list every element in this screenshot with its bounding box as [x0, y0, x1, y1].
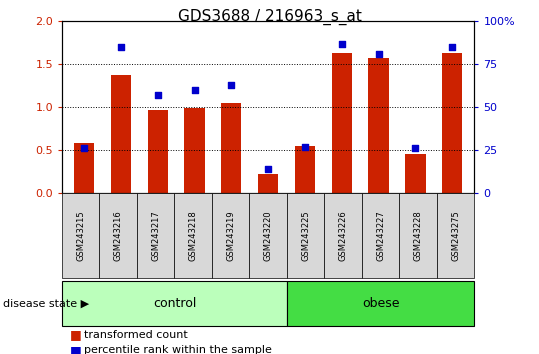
- Text: obese: obese: [362, 297, 399, 310]
- Bar: [111, 75, 131, 193]
- Text: percentile rank within the sample: percentile rank within the sample: [84, 346, 272, 354]
- Text: GDS3688 / 216963_s_at: GDS3688 / 216963_s_at: [177, 9, 362, 25]
- Bar: [405, 154, 425, 193]
- Bar: [221, 103, 241, 193]
- Point: [448, 44, 457, 50]
- Point: [374, 51, 383, 57]
- Point: [154, 92, 162, 98]
- Bar: [148, 110, 168, 193]
- Text: GSM243218: GSM243218: [189, 210, 198, 261]
- Point: [190, 87, 199, 93]
- Text: control: control: [153, 297, 196, 310]
- Bar: [184, 108, 205, 193]
- Bar: [331, 53, 352, 193]
- Point: [227, 82, 236, 87]
- Text: ■: ■: [70, 344, 82, 354]
- Text: GSM243215: GSM243215: [76, 210, 85, 261]
- Point: [116, 44, 125, 50]
- Bar: [295, 146, 315, 193]
- Text: GSM243227: GSM243227: [376, 210, 385, 261]
- Point: [80, 145, 88, 151]
- Text: GSM243275: GSM243275: [451, 210, 460, 261]
- Text: transformed count: transformed count: [84, 330, 187, 339]
- Bar: [442, 53, 462, 193]
- Text: GSM243217: GSM243217: [151, 210, 160, 261]
- Text: GSM243216: GSM243216: [114, 210, 123, 261]
- Text: GSM243225: GSM243225: [301, 210, 310, 261]
- Point: [301, 144, 309, 149]
- Text: ■: ■: [70, 328, 82, 341]
- Text: GSM243220: GSM243220: [264, 210, 273, 261]
- Point: [264, 166, 273, 172]
- Point: [337, 41, 346, 46]
- Bar: [369, 58, 389, 193]
- Text: GSM243219: GSM243219: [226, 210, 235, 261]
- Text: GSM243226: GSM243226: [338, 210, 348, 261]
- Text: GSM243228: GSM243228: [413, 210, 423, 261]
- Text: disease state ▶: disease state ▶: [3, 298, 89, 309]
- Bar: [258, 174, 278, 193]
- Bar: [74, 143, 94, 193]
- Point: [411, 145, 420, 151]
